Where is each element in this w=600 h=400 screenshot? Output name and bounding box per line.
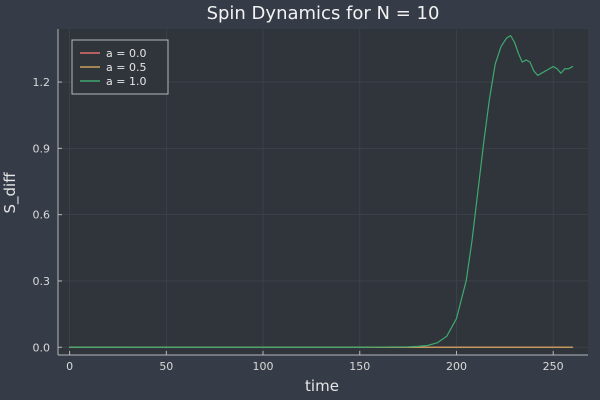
x-tick-label: 250 — [543, 360, 564, 373]
x-tick-label: 150 — [349, 360, 370, 373]
y-tick-label: 0.3 — [33, 275, 51, 288]
chart-title: Spin Dynamics for N = 10 — [207, 3, 440, 24]
axes — [57, 29, 588, 356]
x-tick-label: 50 — [159, 360, 173, 373]
x-tick-label: 0 — [66, 360, 73, 373]
y-tick-label: 0.9 — [33, 142, 51, 155]
y-tick-label: 0.0 — [33, 341, 51, 354]
y-axis-label: S_diff — [1, 172, 20, 214]
series-line-3 — [69, 35, 574, 348]
x-tick-label: 100 — [253, 360, 274, 373]
legend-label-3: a = 1.0 — [106, 75, 146, 88]
series-group — [69, 35, 574, 348]
legend: a = 0.0a = 0.5a = 1.0 — [71, 39, 169, 95]
ticks: 0 50 100 150 200 250 0.0 0.3 0.6 0.9 1.2 — [33, 76, 564, 373]
x-axis-label: time — [305, 377, 339, 395]
legend-label-2: a = 0.5 — [106, 61, 146, 74]
x-tick-label: 200 — [446, 360, 467, 373]
legend-label-1: a = 0.0 — [106, 47, 146, 60]
y-tick-label: 0.6 — [33, 209, 51, 222]
y-tick-label: 1.2 — [33, 76, 51, 89]
